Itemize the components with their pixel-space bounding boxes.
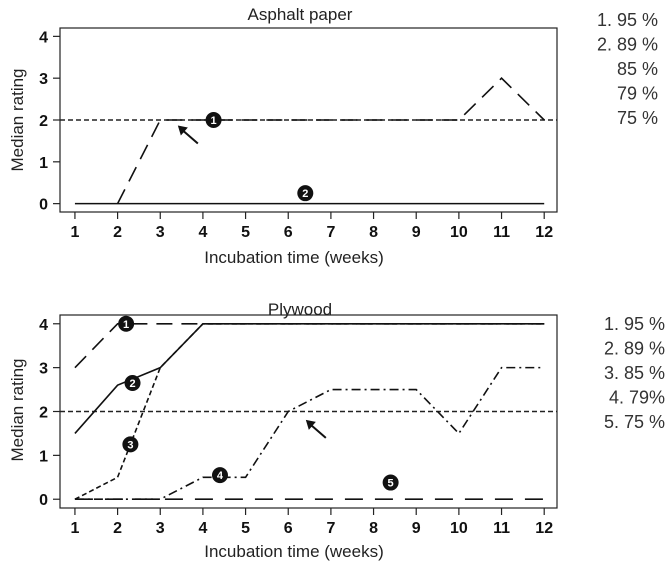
x-tick-label: 5 xyxy=(241,520,250,537)
chart-title: Asphalt paper xyxy=(248,5,353,24)
x-tick-label: 3 xyxy=(156,224,165,241)
legend-entry: 79 % xyxy=(617,84,658,104)
x-axis-label: Incubation time (weeks) xyxy=(204,248,384,267)
series-line-2 xyxy=(74,322,545,434)
arrow-pointer xyxy=(177,125,199,145)
series-marker-label: 5 xyxy=(388,478,394,490)
legend-entry: 2. 89 % xyxy=(604,339,665,359)
x-tick-label: 9 xyxy=(412,520,421,537)
legend: 1. 95 % 2. 89 % 3. 85 % 4. 79% 5. 75 % xyxy=(604,314,665,432)
x-tick-label: 6 xyxy=(284,224,293,241)
x-tick-label: 8 xyxy=(369,224,378,241)
legend-entry: 4. 79% xyxy=(609,388,665,408)
y-tick-label: 4 xyxy=(39,317,48,334)
series-marker-label: 1 xyxy=(211,115,217,127)
y-tick-label: 2 xyxy=(39,405,48,422)
x-tick-label: 6 xyxy=(284,520,293,537)
y-tick-label: 1 xyxy=(39,448,48,465)
series-line-1 xyxy=(74,322,545,369)
x-tick-label: 2 xyxy=(113,224,122,241)
x-tick-label: 3 xyxy=(156,520,165,537)
arrow-pointer xyxy=(305,419,327,439)
x-tick-label: 2 xyxy=(113,520,122,537)
y-axis-label: Median rating xyxy=(8,358,27,461)
y-axis-label: Median rating xyxy=(8,68,27,171)
x-tick-label: 5 xyxy=(241,224,250,241)
x-tick-label: 7 xyxy=(326,224,335,241)
series-marker-label: 1 xyxy=(123,319,129,331)
legend-entry: 3. 85 % xyxy=(604,363,665,383)
chart-title: Plywood xyxy=(268,300,332,319)
y-tick-label: 3 xyxy=(39,361,48,378)
x-tick-label: 12 xyxy=(535,520,553,537)
x-tick-label: 4 xyxy=(198,224,207,241)
legend-entry: 2. 89 % xyxy=(597,35,658,55)
arrow-head xyxy=(305,419,316,430)
arrow-head xyxy=(177,125,188,136)
x-tick-label: 10 xyxy=(450,224,468,241)
legend-entry: 75 % xyxy=(617,108,658,128)
x-tick-label: 11 xyxy=(493,224,510,241)
y-tick-label: 4 xyxy=(39,29,48,46)
y-tick-label: 1 xyxy=(39,155,48,172)
series-marker-label: 3 xyxy=(127,439,133,451)
x-tick-label: 7 xyxy=(326,520,335,537)
legend-entry: 1. 95 % xyxy=(597,10,658,30)
y-tick-label: 2 xyxy=(39,113,48,130)
series-line-4 xyxy=(74,366,545,501)
series-line-3 xyxy=(74,322,545,500)
arrow-shaft xyxy=(310,424,327,439)
x-tick-label: 4 xyxy=(198,520,207,537)
x-tick-label: 12 xyxy=(535,224,553,241)
x-tick-label: 8 xyxy=(369,520,378,537)
lines-group: 1 2 3 4 5 xyxy=(60,315,557,501)
legend-entry: 1. 95 % xyxy=(604,314,665,334)
series-marker-label: 2 xyxy=(129,378,135,390)
x-tick-label: 11 xyxy=(493,520,510,537)
x-tick-label: 10 xyxy=(450,520,468,537)
legend: 1. 95 % 2. 89 % 85 % 79 % 75 % xyxy=(597,10,658,128)
series-marker-label: 2 xyxy=(302,188,308,200)
x-tick-label: 1 xyxy=(70,224,79,241)
x-axis-label: Incubation time (weeks) xyxy=(204,542,384,561)
series-marker-1 xyxy=(205,112,222,128)
legend-entry: 5. 75 % xyxy=(604,412,665,432)
series-marker-2 xyxy=(297,185,314,202)
series-marker-label: 4 xyxy=(217,470,224,482)
y-tick-label: 3 xyxy=(39,71,48,88)
series-marker-4 xyxy=(211,467,228,484)
y-tick-label: 0 xyxy=(39,197,48,214)
x-tick-label: 1 xyxy=(70,520,79,537)
lines-group: 12 xyxy=(60,77,557,205)
series-marker-1 xyxy=(118,315,135,332)
arrow-shaft xyxy=(182,129,199,145)
x-tick-label: 9 xyxy=(412,224,421,241)
legend-entry: 85 % xyxy=(617,59,658,79)
y-tick-label: 0 xyxy=(39,492,48,509)
series-marker-2 xyxy=(124,374,141,391)
series-line-1 xyxy=(116,77,545,204)
series-marker-3 xyxy=(122,436,139,453)
series-marker-5 xyxy=(382,474,399,491)
